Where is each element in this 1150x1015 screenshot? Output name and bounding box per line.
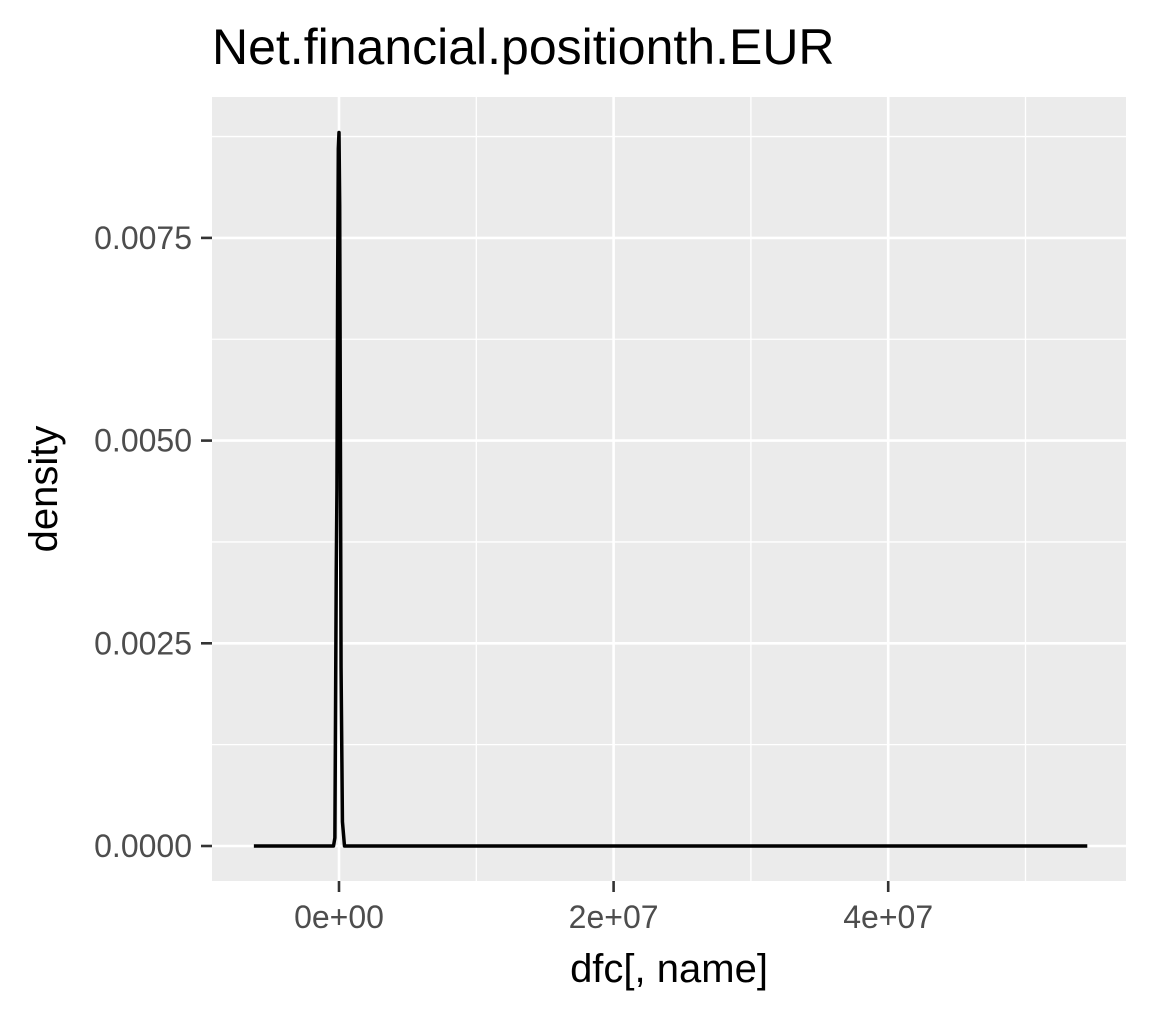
y-axis-title: density: [22, 426, 66, 553]
x-tick-label: 4e+07: [843, 899, 933, 935]
x-axis: 0e+00 2e+07 4e+07: [294, 881, 933, 935]
y-axis: 0.0000 0.0025 0.0050 0.0075: [94, 220, 212, 864]
density-series: [253, 130, 1088, 848]
plot-panel: [212, 97, 1126, 881]
chart-title: Net.financial.positionth.EUR: [212, 19, 835, 75]
minor-gridlines: [212, 97, 1126, 881]
y-tick-label: 0.0025: [94, 625, 192, 661]
y-tick-label: 0.0075: [94, 220, 192, 256]
x-tick-label: 2e+07: [569, 899, 659, 935]
x-tick-label: 0e+00: [294, 899, 384, 935]
density-line: [253, 130, 1088, 848]
y-tick-label: 0.0000: [94, 828, 192, 864]
x-axis-title: dfc[, name]: [570, 947, 768, 991]
y-tick-label: 0.0050: [94, 423, 192, 459]
